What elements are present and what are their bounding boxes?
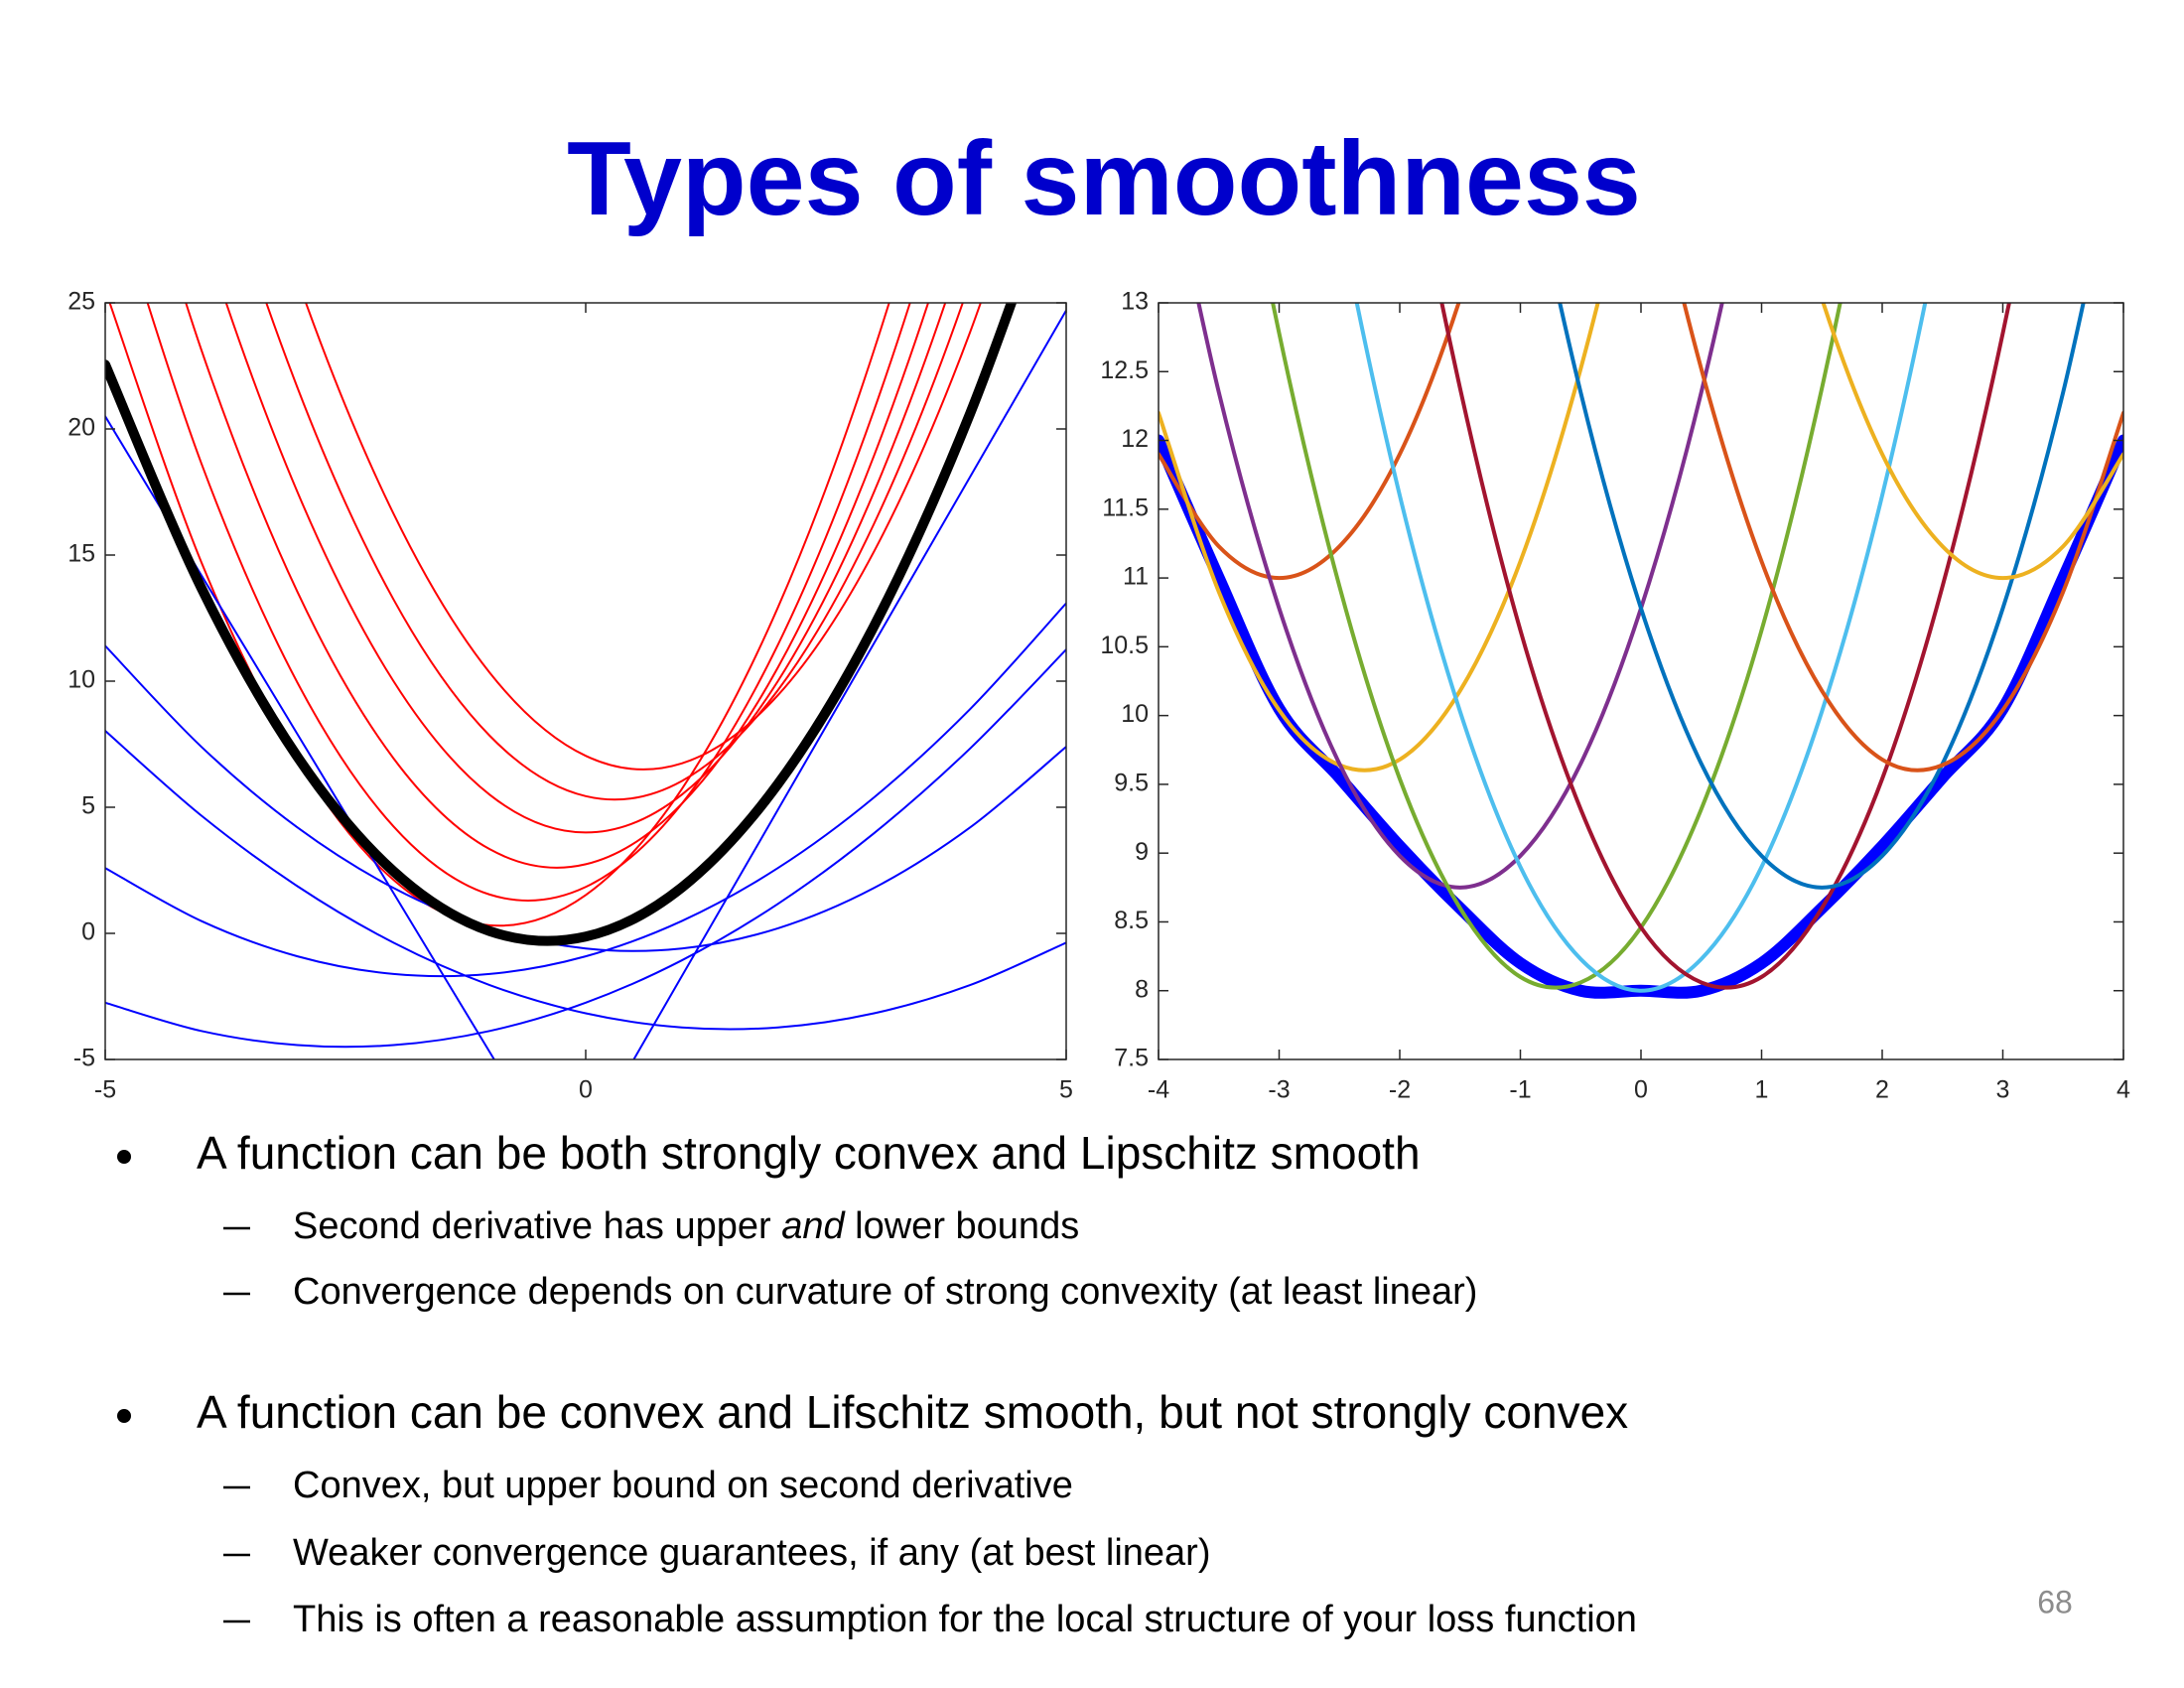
data-line: [1439, 303, 2011, 990]
y-tick-label: 7.5: [1114, 1045, 1149, 1072]
data-line: [1159, 303, 1600, 773]
y-tick-label: 8: [1135, 975, 1149, 1003]
x-tick-label: 0: [1634, 1076, 1648, 1104]
text-run: lower bounds: [845, 1205, 1080, 1247]
y-tick-label: 13: [1121, 288, 1149, 316]
data-line: [105, 602, 1066, 978]
page-number: 68: [2037, 1584, 2073, 1619]
sub-text: Convex, but upper bound on second deriva…: [293, 1465, 1073, 1506]
sub-text: Convergence depends on curvature of stro…: [293, 1271, 1477, 1313]
x-tick-label: -2: [1389, 1076, 1411, 1104]
data-line: [1159, 303, 1461, 581]
x-tick-label: -1: [1509, 1076, 1531, 1104]
text-run-italic: and: [781, 1205, 846, 1247]
x-tick-label: -5: [94, 1076, 116, 1104]
data-line: [1271, 303, 1843, 990]
bullet-dot: [117, 1150, 131, 1164]
data-line: [185, 303, 930, 869]
y-tick-label: 11.5: [1102, 493, 1149, 521]
y-tick-label: 12.5: [1100, 356, 1149, 384]
data-line: [1682, 303, 2123, 773]
x-tick-label: 2: [1875, 1076, 1889, 1104]
y-tick-label: 12: [1121, 425, 1149, 453]
data-line: [1821, 303, 2123, 581]
data-line: [105, 648, 1066, 1049]
y-tick-label: 0: [81, 918, 95, 946]
y-tick-label: 10: [68, 666, 95, 694]
data-line: [1558, 303, 2086, 890]
x-tick-label: -3: [1268, 1076, 1290, 1104]
data-line: [305, 303, 982, 771]
data-line: [146, 303, 911, 902]
sub-text: This is often a reasonable assumption fo…: [293, 1599, 1637, 1640]
y-tick-label: 15: [68, 540, 95, 568]
data-line: [105, 415, 495, 1059]
x-tick-label: 1: [1755, 1076, 1769, 1104]
sub-text: Second derivative has upper and lower bo…: [293, 1205, 1079, 1247]
y-tick-label: 10.5: [1100, 632, 1149, 659]
data-line: [1196, 303, 1724, 890]
plot-area: [1159, 303, 2123, 1059]
x-tick-label: 0: [579, 1076, 593, 1104]
y-tick-label: 11: [1123, 563, 1149, 591]
data-line: [1354, 303, 1928, 993]
bullet-text: A function can be convex and Lifschitz s…: [197, 1386, 1628, 1438]
plot-lines: [105, 303, 1066, 1059]
data-line: [105, 644, 1066, 952]
x-tick-label: -4: [1148, 1076, 1169, 1104]
slide-title: Types of smoothness: [567, 120, 1641, 237]
plot-lines: [1159, 303, 2123, 999]
text-run: Second derivative has upper: [293, 1205, 781, 1247]
y-tick-label: 10: [1121, 700, 1149, 728]
x-tick-label: 4: [2116, 1076, 2130, 1104]
data-line: [265, 303, 964, 801]
sub-text: Weaker convergence guarantees, if any (a…: [293, 1532, 1210, 1574]
y-tick-label: 9: [1135, 838, 1149, 866]
y-tick-label: 9.5: [1114, 770, 1149, 797]
y-tick-label: 25: [68, 288, 95, 316]
bullet-dot: [117, 1409, 131, 1423]
y-tick-label: -5: [73, 1045, 95, 1072]
y-tick-label: 8.5: [1114, 907, 1149, 934]
bullet-text: A function can be both strongly convex a…: [197, 1127, 1421, 1179]
data-line: [105, 730, 1066, 1031]
y-tick-label: 5: [81, 792, 95, 820]
x-tick-label: 3: [1996, 1076, 2010, 1104]
data-line: [632, 309, 1066, 1059]
y-tick-label: 20: [68, 414, 95, 442]
x-tick-label: 5: [1059, 1076, 1073, 1104]
data-line: [105, 303, 1018, 946]
data-line: [224, 303, 947, 834]
